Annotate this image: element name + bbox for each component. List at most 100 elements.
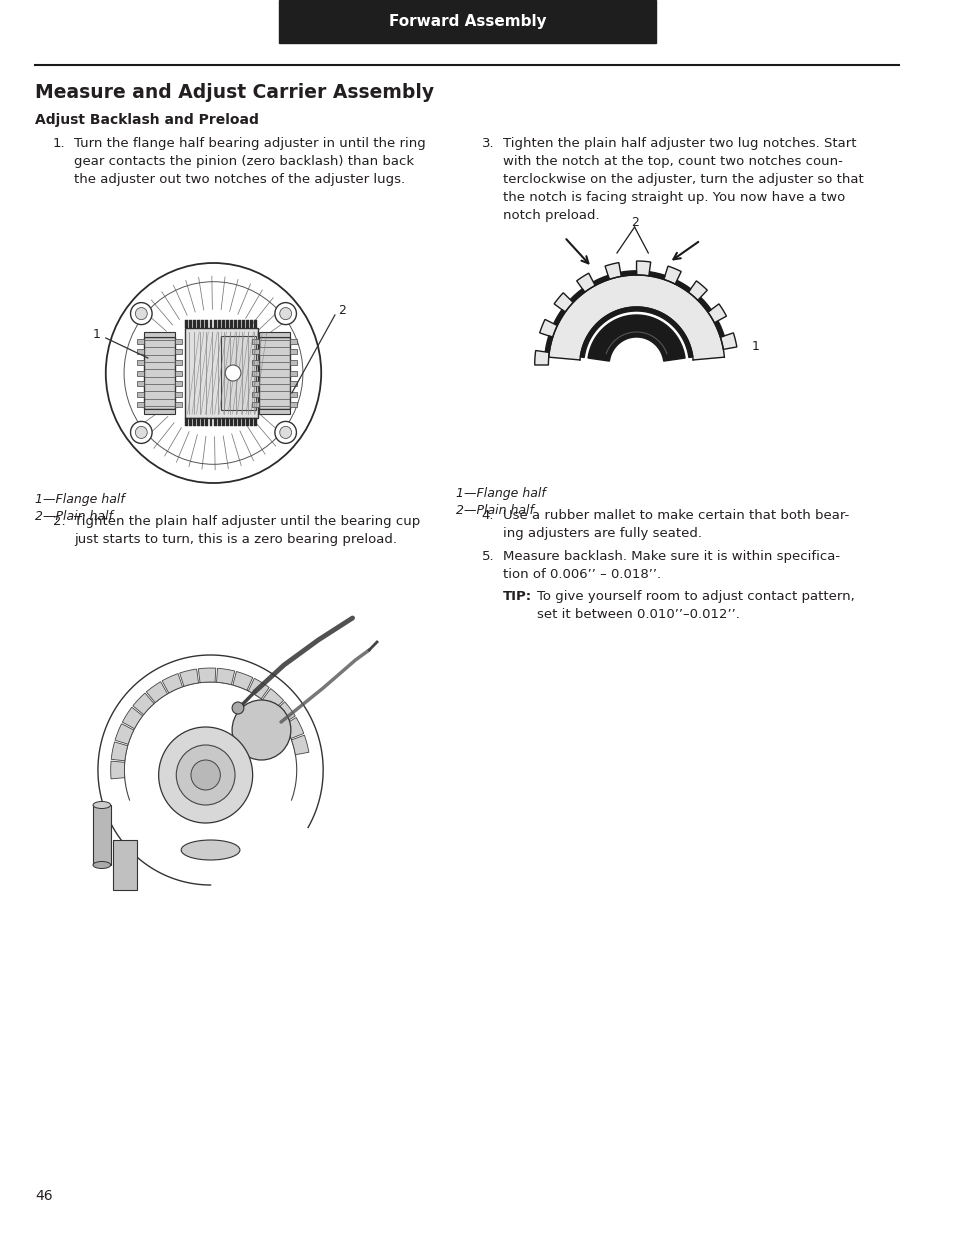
Polygon shape [548, 275, 723, 359]
Bar [137, 359, 144, 364]
Text: Use a rubber mallet to make certain that both bear-
ing adjusters are fully seat: Use a rubber mallet to make certain that… [503, 509, 849, 540]
Text: Adjust Backlash and Preload: Adjust Backlash and Preload [35, 112, 259, 127]
Bar [210, 417, 213, 426]
Bar [189, 417, 192, 426]
Bar [201, 320, 204, 329]
Bar [185, 320, 188, 329]
Polygon shape [198, 668, 215, 683]
Bar [242, 320, 245, 329]
Text: 1—Flange half: 1—Flange half [35, 493, 125, 506]
Bar [250, 417, 253, 426]
Bar [184, 329, 257, 417]
Bar [221, 336, 255, 410]
Bar [226, 320, 229, 329]
Polygon shape [146, 682, 168, 703]
Bar [238, 320, 241, 329]
Polygon shape [619, 270, 636, 277]
Text: Tighten the plain half adjuster two lug notches. Start
with the notch at the top: Tighten the plain half adjuster two lug … [503, 137, 863, 222]
Polygon shape [216, 668, 234, 684]
Bar [230, 320, 233, 329]
Circle shape [279, 426, 292, 438]
Polygon shape [675, 280, 690, 293]
Bar [213, 417, 216, 426]
Text: 1—Flange half: 1—Flange half [456, 487, 545, 500]
Polygon shape [593, 275, 609, 285]
Bar [233, 320, 236, 329]
Bar [175, 359, 182, 364]
Bar [175, 350, 182, 354]
Bar [222, 320, 225, 329]
Circle shape [232, 700, 291, 760]
Bar [201, 417, 204, 426]
Bar [290, 382, 296, 387]
Circle shape [274, 421, 296, 443]
Polygon shape [707, 304, 725, 322]
Polygon shape [292, 735, 309, 755]
Bar [193, 320, 196, 329]
Bar [112, 840, 137, 890]
Text: Tighten the plain half adjuster until the bearing cup
just starts to turn, this : Tighten the plain half adjuster until th… [74, 515, 420, 546]
Bar [254, 417, 257, 426]
Polygon shape [688, 280, 706, 300]
Bar [252, 350, 258, 354]
Polygon shape [636, 261, 650, 275]
Text: Measure backlash. Make sure it is within specifica-
tion of 0.006’’ – 0.018’’.: Measure backlash. Make sure it is within… [503, 550, 840, 580]
Polygon shape [132, 693, 153, 715]
Text: 1: 1 [92, 329, 101, 342]
Polygon shape [115, 724, 133, 745]
Bar [233, 417, 236, 426]
Bar [290, 338, 296, 343]
Polygon shape [539, 320, 557, 337]
Polygon shape [122, 708, 143, 729]
Bar [137, 382, 144, 387]
Bar [175, 403, 182, 408]
Bar [93, 805, 111, 864]
Polygon shape [112, 742, 128, 761]
Bar [258, 409, 290, 414]
Bar [279, 0, 656, 43]
Bar [290, 359, 296, 364]
Text: Turn the flange half bearing adjuster in until the ring
gear contacts the pinion: Turn the flange half bearing adjuster in… [74, 137, 426, 186]
Circle shape [135, 308, 147, 320]
Text: Measure and Adjust Carrier Assembly: Measure and Adjust Carrier Assembly [35, 83, 434, 103]
Bar [250, 320, 253, 329]
Circle shape [279, 308, 292, 320]
Bar [242, 417, 245, 426]
Polygon shape [274, 701, 294, 724]
Bar [252, 338, 258, 343]
Polygon shape [262, 689, 283, 710]
Circle shape [135, 426, 147, 438]
Polygon shape [604, 263, 620, 279]
Text: 1: 1 [751, 341, 760, 353]
Polygon shape [570, 289, 584, 303]
Bar [246, 417, 249, 426]
Bar [226, 417, 229, 426]
Circle shape [106, 263, 321, 483]
Bar [290, 403, 296, 408]
Polygon shape [233, 672, 253, 690]
Bar [175, 382, 182, 387]
Text: To give yourself room to adjust contact pattern,
set it between 0.010’’–0.012’’.: To give yourself room to adjust contact … [537, 590, 854, 621]
Text: 2.: 2. [52, 515, 66, 529]
Bar [144, 337, 175, 409]
Text: 4.: 4. [481, 509, 494, 522]
Ellipse shape [93, 802, 111, 809]
Bar [252, 382, 258, 387]
Text: 2—Plain half: 2—Plain half [456, 504, 534, 517]
Circle shape [158, 727, 253, 823]
Bar [254, 320, 257, 329]
Text: 3.: 3. [481, 137, 494, 149]
Bar [222, 417, 225, 426]
Circle shape [176, 745, 234, 805]
Bar [175, 391, 182, 396]
Polygon shape [697, 298, 710, 312]
Bar [252, 359, 258, 364]
Text: TIP:: TIP: [503, 590, 532, 603]
Polygon shape [576, 273, 595, 293]
Ellipse shape [93, 862, 111, 868]
Bar [205, 417, 208, 426]
Bar [217, 417, 220, 426]
Bar [246, 320, 249, 329]
Polygon shape [162, 673, 182, 693]
Polygon shape [587, 315, 684, 361]
